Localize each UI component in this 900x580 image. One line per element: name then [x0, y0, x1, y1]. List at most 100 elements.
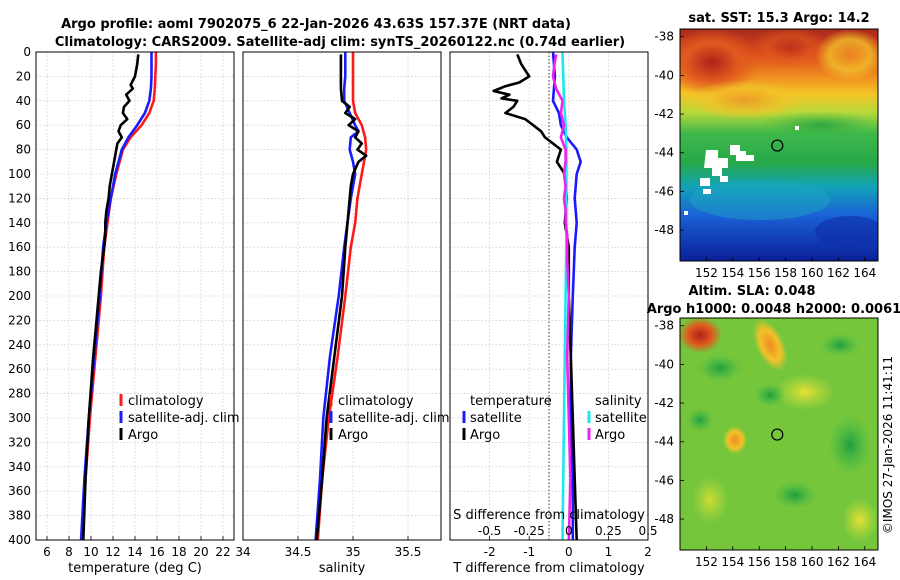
legend-label-satellite: satellite-adj. clim [338, 411, 450, 426]
sst-map-image [680, 29, 878, 261]
figure-title-line2: Climatology: CARS2009. Satellite-adj cli… [55, 35, 625, 50]
depth-tick-label: 260 [8, 362, 31, 376]
map-lat-tick-label: -46 [654, 473, 674, 487]
s-diff-tick-label: -0.25 [514, 524, 545, 538]
legend-title-salinity: salinity [595, 394, 642, 409]
sst-map-title: sat. SST: 15.3 Argo: 14.2 [688, 11, 869, 26]
sst-map-frame [679, 28, 879, 262]
legend-label-s-argo: Argo [595, 428, 625, 443]
x-tick-label: 12 [105, 545, 120, 559]
map-lon-tick-label: 164 [853, 555, 876, 569]
sla-map-panel: Altim. SLA: 0.048 Argo h1000: 0.0048 h20… [647, 284, 900, 569]
x-tick-label: 35.5 [395, 545, 422, 559]
x-tick-label: 16 [149, 545, 164, 559]
x-tick-label: 20 [193, 545, 208, 559]
series-line-climatology [316, 52, 368, 541]
map-lat-tick-label: -38 [654, 30, 674, 44]
depth-tick-label: 200 [8, 289, 31, 303]
x-tick-label: 10 [83, 545, 98, 559]
x-tick-label: -2 [484, 545, 496, 559]
map-lon-tick-label: 162 [827, 266, 850, 280]
salinity-axes-box [242, 51, 442, 541]
x-tick-label: 34 [235, 545, 250, 559]
copyright-stamp: ©IMOS 27-Jan-2026 11:41:11 [881, 356, 895, 534]
salinity-legend: climatology satellite-adj. clim Argo [329, 394, 450, 443]
depth-tick-label: 360 [8, 484, 31, 498]
map-lat-tick-label: -40 [654, 357, 674, 371]
depth-tick-label: 320 [8, 435, 31, 449]
depth-tick-label: 120 [8, 191, 31, 205]
x-tick-label: 0 [565, 545, 573, 559]
s-diff-tick-label: 0.25 [595, 524, 622, 538]
depth-tick-label: 80 [16, 143, 31, 157]
difference-xlabel: T difference from climatology [452, 561, 645, 576]
depth-tick-label: 140 [8, 216, 31, 230]
sst-map-panel: sat. SST: 15.3 Argo: 14.2 -38 -40 -42 -44 -4… [654, 11, 879, 280]
figure-title-line1: Argo profile: aoml 7902075_6 22-Jan-2026… [61, 17, 571, 32]
map-lat-tick-label: -42 [654, 396, 674, 410]
argo-location-marker [771, 428, 784, 441]
x-tick-label: 22 [215, 545, 230, 559]
s-diff-tick-label: 0.5 [638, 524, 657, 538]
depth-tick-label: 100 [8, 167, 31, 181]
depth-tick-label: 160 [8, 240, 31, 254]
x-tick-label: -1 [523, 545, 535, 559]
temperature-legend: climatology satellite-adj. clim Argo [119, 394, 240, 443]
series-line-satellite-adj-clim [314, 52, 360, 541]
legend-label-argo: Argo [338, 428, 368, 443]
legend-label-climatology: climatology [338, 394, 414, 409]
map-lat-tick-label: -44 [654, 146, 674, 160]
map-lon-tick-label: 156 [748, 555, 771, 569]
x-tick-label: 18 [171, 545, 186, 559]
map-lat-tick-label: -42 [654, 107, 674, 121]
map-lon-tick-label: 158 [774, 266, 797, 280]
legend-label-t-satellite: satellite [470, 411, 522, 426]
depth-tick-label: 60 [16, 118, 31, 132]
x-tick-label: 2 [644, 545, 652, 559]
legend-label-climatology: climatology [128, 394, 204, 409]
legend-title-temperature: temperature [470, 394, 552, 409]
depth-tick-label: 240 [8, 338, 31, 352]
map-lon-tick-label: 152 [695, 266, 718, 280]
depth-tick-label: 400 [8, 533, 31, 547]
depth-tick-label: 180 [8, 265, 31, 279]
series-line-s-argo [551, 54, 572, 541]
depth-tick-label: 300 [8, 411, 31, 425]
legend-label-t-argo: Argo [470, 428, 500, 443]
legend-label-satellite: satellite-adj. clim [128, 411, 240, 426]
depth-tick-label: 340 [8, 460, 31, 474]
x-tick-label: 6 [43, 545, 51, 559]
map-lon-tick-label: 152 [695, 555, 718, 569]
x-tick-label: 14 [127, 545, 142, 559]
sla-map-title-line1: Altim. SLA: 0.048 [689, 284, 816, 299]
map-lon-tick-label: 160 [801, 555, 824, 569]
salinity-panel: 34 34.5 35 35.5 salinity climatology satell… [235, 51, 450, 576]
difference-panel: -2 -1 0 1 2 T difference from climatology S … [449, 51, 658, 576]
temperature-xlabel: temperature (deg C) [68, 561, 202, 576]
map-lon-tick-label: 154 [721, 266, 744, 280]
series-line-argo [315, 54, 368, 541]
map-lon-tick-label: 158 [774, 555, 797, 569]
map-lat-tick-label: -44 [654, 435, 674, 449]
temperature-axes-box [35, 51, 235, 541]
depth-tick-label: 280 [8, 387, 31, 401]
s-diff-tick-label: -0.5 [478, 524, 501, 538]
depth-tick-label: 220 [8, 313, 31, 327]
salinity-xlabel: salinity [319, 561, 366, 576]
sla-map-frame [679, 317, 879, 551]
sla-map-image [680, 318, 878, 550]
map-lon-tick-label: 156 [748, 266, 771, 280]
depth-tick-label: 20 [16, 69, 31, 83]
series-line-argo [82, 54, 140, 541]
map-lat-tick-label: -38 [654, 319, 674, 333]
map-lat-tick-label: -48 [654, 512, 674, 526]
x-tick-label: 8 [65, 545, 73, 559]
difference-axes-box [449, 51, 649, 541]
s-difference-axis-title: S difference from climatology [453, 508, 645, 523]
s-diff-tick-label: 0 [565, 524, 573, 538]
map-lon-tick-label: 154 [721, 555, 744, 569]
map-lon-tick-label: 160 [801, 266, 824, 280]
sla-map-title-line2: Argo h1000: 0.0048 h2000: 0.0061 [647, 302, 900, 317]
legend-label-s-satellite: satellite [595, 411, 647, 426]
